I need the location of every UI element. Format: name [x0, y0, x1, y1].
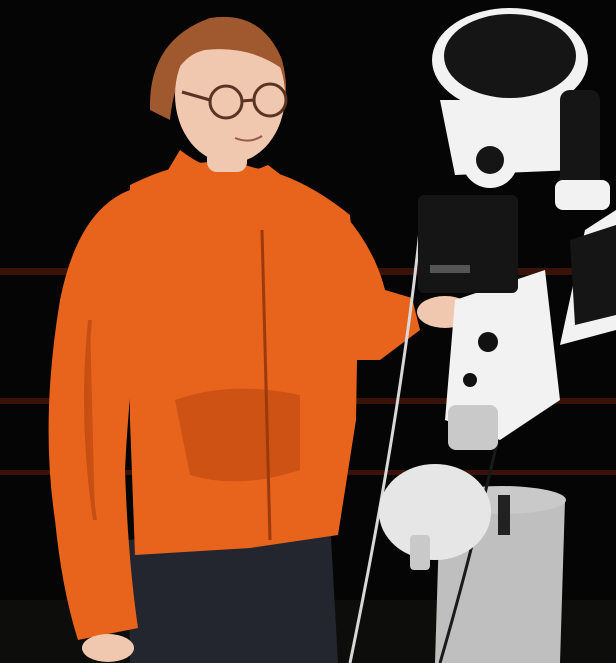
right-sleeve [345, 215, 420, 360]
finder-scope [560, 90, 600, 190]
cable [348, 229, 422, 663]
glasses [181, 82, 288, 120]
telescope-aperture [444, 14, 576, 98]
face [175, 27, 285, 163]
left-sleeve [48, 190, 150, 640]
left-hand [82, 634, 134, 662]
pants [128, 520, 338, 663]
counterweight [379, 464, 491, 560]
jacket-shadow [175, 388, 300, 482]
jacket-collar [168, 150, 285, 193]
telescope [348, 8, 616, 663]
person [48, 16, 473, 663]
jacket [130, 161, 358, 556]
controller-box [418, 195, 518, 293]
telescope-mount [445, 270, 560, 440]
